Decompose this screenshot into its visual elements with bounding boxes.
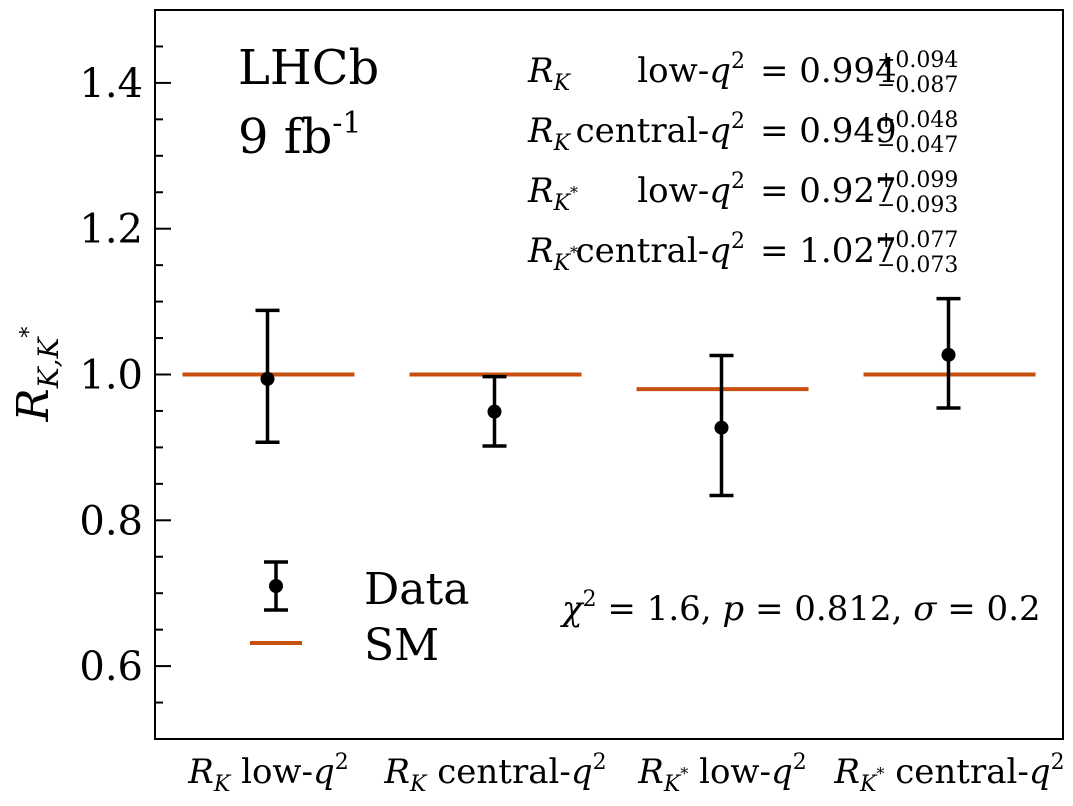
data-point [941, 347, 956, 362]
x-tick-label: RK* central-q2 [833, 750, 1064, 797]
experiment-label: LHCb [238, 40, 379, 96]
result-value: = 1.027 [760, 231, 897, 271]
luminosity-label: 9 fb-1 [238, 106, 362, 165]
x-tick-label: RK central-q2 [383, 750, 606, 797]
result-region: low-q2 [637, 49, 745, 91]
y-tick-label: 1.4 [79, 61, 143, 107]
result-err-minus: −0.087 [877, 73, 958, 98]
y-tick-label: 1.0 [79, 353, 143, 399]
fit-summary: χ2 = 1.6, p = 0.812, σ = 0.2 [560, 587, 1041, 629]
y-tick-label: 0.8 [79, 498, 143, 544]
y-axis-label-text: RK,K* [8, 327, 65, 423]
legend-sm-label: SM [364, 620, 439, 671]
fit-summary-text: χ2 = 1.6, p = 0.812, σ = 0.2 [560, 587, 1041, 629]
result-err-plus: +0.094 [877, 48, 958, 73]
result-symbol: RK [527, 51, 572, 96]
result-err-minus: −0.047 [877, 133, 958, 158]
result-err-plus: +0.077 [877, 228, 958, 253]
legend-data-marker [269, 579, 283, 593]
legend-data-label: Data [364, 564, 469, 615]
result-err-plus: +0.099 [877, 168, 958, 193]
result-symbol: RK* [527, 231, 578, 276]
data-series [255, 296, 961, 498]
data-point [487, 404, 502, 419]
result-err-minus: −0.073 [877, 253, 958, 278]
data-point [260, 371, 275, 386]
result-value: = 0.994 [760, 51, 897, 91]
result-value: = 0.949 [760, 111, 897, 151]
result-symbol: RK* [527, 171, 578, 216]
y-axis-label: RK,K* [8, 327, 65, 423]
sm-series [182, 372, 1036, 392]
y-axis: 0.6 0.8 1.0 1.2 1.4 [79, 45, 171, 704]
result-symbol: RK [527, 111, 572, 156]
result-err-plus: +0.048 [877, 108, 958, 133]
result-region: central-q2 [576, 229, 745, 271]
result-region: low-q2 [637, 169, 745, 211]
result-region: central-q2 [576, 109, 745, 151]
x-tick-label: RK low-q2 [187, 750, 349, 797]
result-err-minus: −0.093 [877, 193, 958, 218]
x-tick-label: RK* low-q2 [637, 750, 807, 797]
y-tick-label: 0.6 [79, 644, 143, 690]
result-value: = 0.927 [760, 171, 897, 211]
data-point [714, 420, 729, 435]
x-axis-labels: RK low-q2 RK central-q2 RK* low-q2 RK* cent… [187, 750, 1064, 797]
y-tick-label: 1.2 [79, 207, 143, 253]
